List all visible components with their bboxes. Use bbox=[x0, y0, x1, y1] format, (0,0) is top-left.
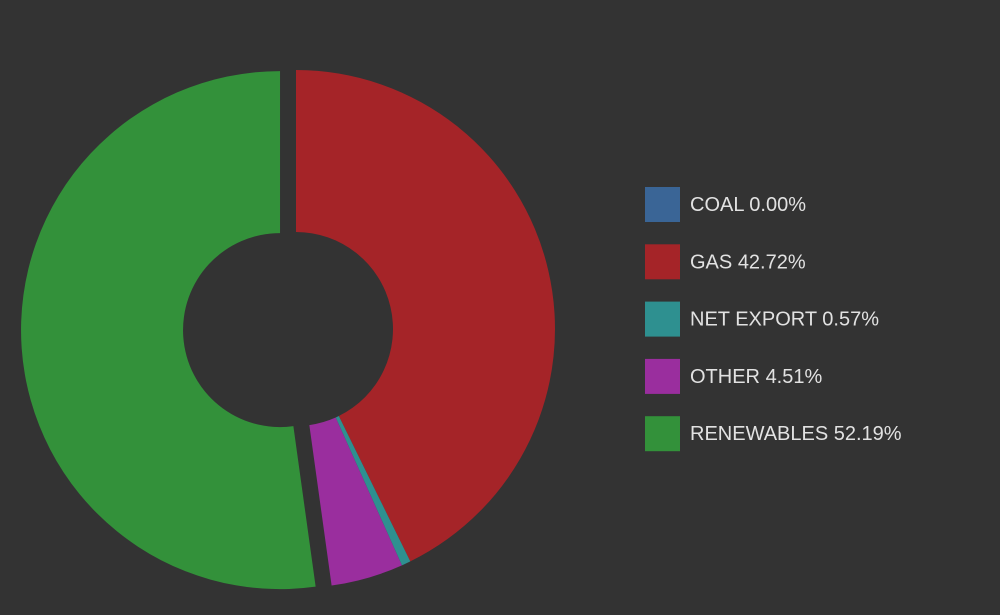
legend-label: NET EXPORT 0.57% bbox=[690, 309, 879, 331]
legend-swatch bbox=[645, 187, 680, 222]
legend-value: 52.19% bbox=[834, 423, 902, 445]
legend-value: 4.51% bbox=[766, 366, 823, 388]
legend-name: NET EXPORT bbox=[690, 309, 817, 331]
legend-swatch bbox=[645, 244, 680, 280]
donut-slice bbox=[296, 70, 556, 562]
donut-slice bbox=[21, 71, 316, 590]
legend-name: COAL bbox=[690, 194, 744, 216]
legend-label: GAS 42.72% bbox=[690, 252, 806, 274]
legend-name: GAS bbox=[690, 252, 732, 274]
legend-value: 42.72% bbox=[738, 252, 806, 274]
legend-swatch bbox=[645, 301, 680, 337]
legend-swatch bbox=[645, 358, 680, 394]
legend-swatch bbox=[645, 416, 680, 452]
donut-slice bbox=[309, 417, 402, 586]
donut-slice bbox=[335, 416, 411, 566]
legend-name: OTHER bbox=[690, 366, 760, 388]
legend-value: 0.00% bbox=[749, 194, 806, 216]
legend-label: OTHER 4.51% bbox=[690, 366, 822, 388]
legend-name: RENEWABLES bbox=[690, 423, 828, 445]
legend-label: RENEWABLES 52.19% bbox=[690, 423, 902, 445]
legend-value: 0.57% bbox=[822, 309, 879, 331]
legend-label: COAL 0.00% bbox=[690, 194, 806, 216]
